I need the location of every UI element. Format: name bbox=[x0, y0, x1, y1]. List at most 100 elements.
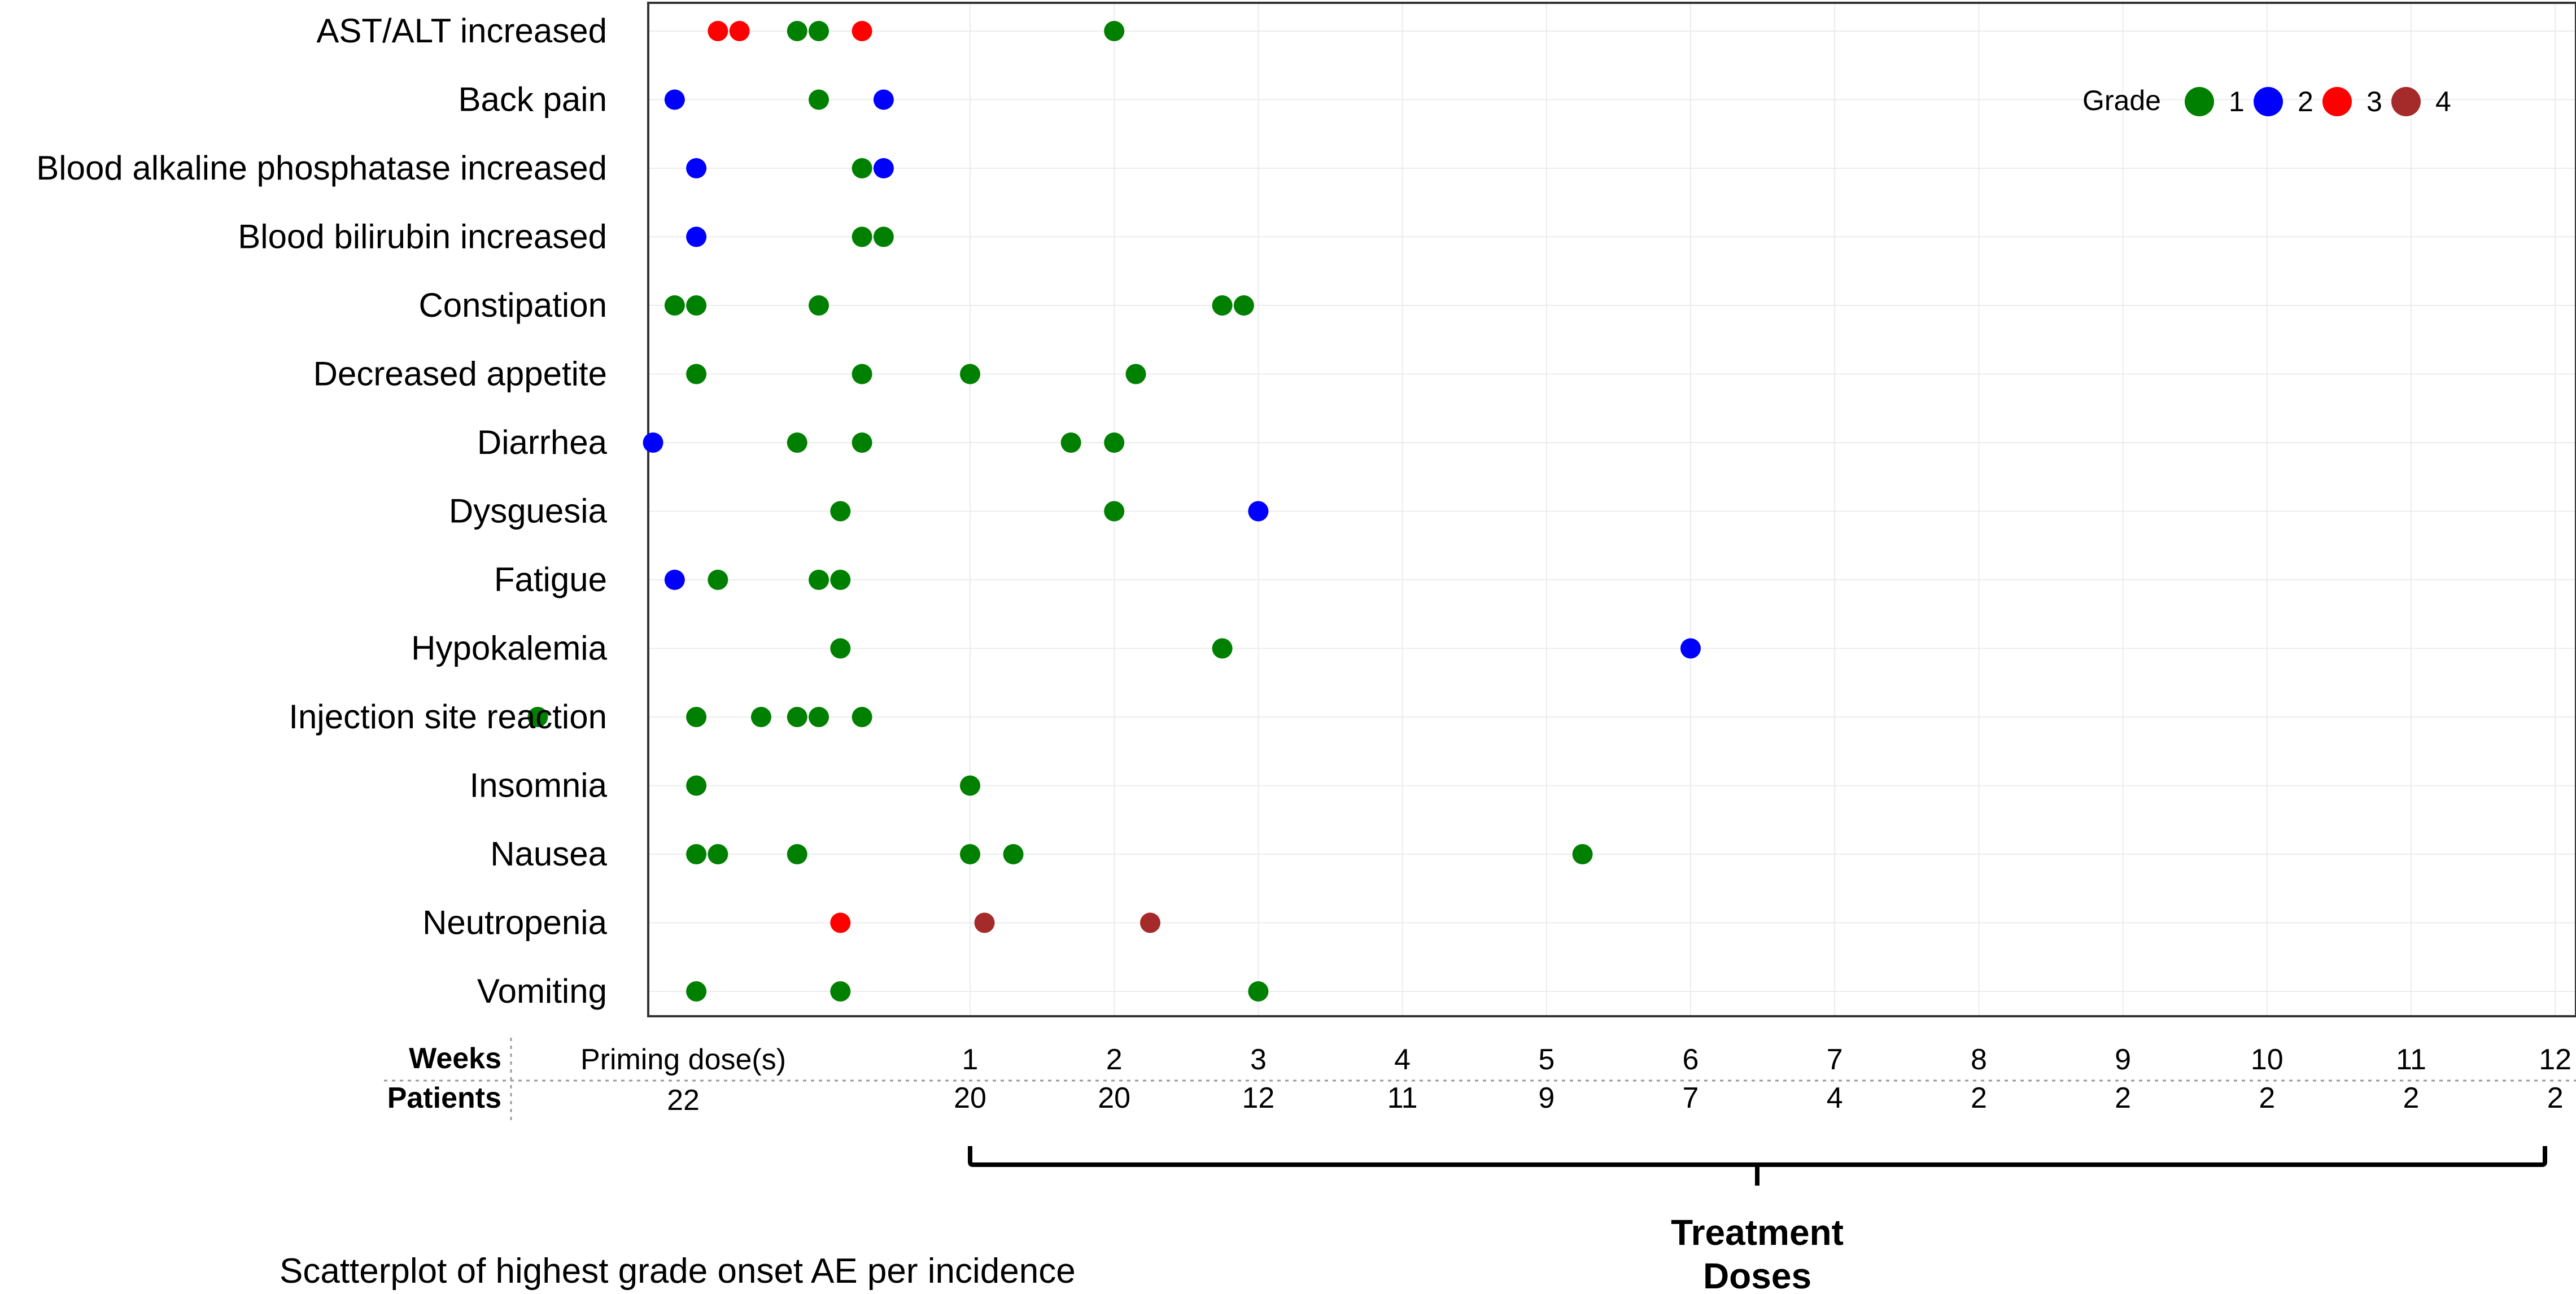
patient-count-label: 2 bbox=[2403, 1082, 2420, 1114]
legend-title: Grade bbox=[2082, 85, 2161, 116]
patient-count-label: 2 bbox=[2259, 1082, 2275, 1114]
data-point-grade-1 bbox=[527, 707, 548, 727]
y-axis-category-labels: AST/ALT increased Back pain Blood alkaline… bbox=[36, 12, 607, 1010]
legend: Grade 1 2 3 4 bbox=[2082, 85, 2451, 117]
data-point-grade-1 bbox=[852, 226, 872, 247]
data-point-grade-1 bbox=[787, 432, 807, 453]
patient-count-labels: 20 20 12 11 9 7 4 2 2 2 2 2 bbox=[954, 1082, 2564, 1114]
week-tick-label: 7 bbox=[1827, 1043, 1843, 1076]
legend-label-grade-1: 1 bbox=[2229, 86, 2245, 117]
data-point-grade-1 bbox=[873, 226, 894, 247]
data-point-grade-1 bbox=[830, 638, 851, 659]
data-point-grade-1 bbox=[852, 707, 872, 727]
y-tick-label: Dysguesia bbox=[449, 492, 608, 530]
week-tick-label: 3 bbox=[1250, 1043, 1267, 1076]
data-point-grade-1 bbox=[686, 295, 707, 316]
data-point-grade-2 bbox=[1680, 638, 1701, 659]
week-tick-label: 2 bbox=[1106, 1043, 1123, 1076]
legend-label-grade-3: 3 bbox=[2367, 86, 2382, 117]
y-tick-label: Vomiting bbox=[477, 972, 607, 1010]
chart-caption: Scatterplot of highest grade onset AE pe… bbox=[280, 1252, 1076, 1291]
patient-count-label: 12 bbox=[1242, 1082, 1274, 1114]
data-point-grade-1 bbox=[1060, 432, 1081, 453]
data-point-grade-3 bbox=[729, 21, 750, 41]
data-point-grade-1 bbox=[1248, 981, 1269, 1002]
week-tick-label: 5 bbox=[1538, 1043, 1555, 1076]
data-point-grade-1 bbox=[1572, 844, 1593, 864]
y-tick-label: Blood bilirubin increased bbox=[238, 218, 607, 256]
y-tick-label: Fatigue bbox=[494, 561, 607, 598]
legend-marker-grade-1 bbox=[2185, 87, 2214, 116]
data-point-grade-1 bbox=[664, 295, 685, 316]
data-point-grade-1 bbox=[1212, 638, 1233, 659]
data-point-grade-1 bbox=[708, 570, 728, 590]
week-tick-label: 10 bbox=[2251, 1043, 2284, 1076]
data-point-grade-2 bbox=[686, 226, 707, 247]
patient-count-label: 2 bbox=[2547, 1082, 2564, 1114]
weeks-row-label: Weeks bbox=[409, 1042, 501, 1075]
patient-count-label: 20 bbox=[954, 1082, 986, 1114]
data-point-grade-1 bbox=[750, 707, 771, 727]
patient-count-label: 2 bbox=[1971, 1082, 1987, 1114]
treatment-label-line2: Doses bbox=[1703, 1256, 1811, 1294]
treatment-label-line1: Treatment bbox=[1671, 1212, 1844, 1253]
data-point-grade-1 bbox=[787, 21, 807, 41]
data-point-grade-2 bbox=[873, 89, 894, 110]
data-point-grade-1 bbox=[1104, 21, 1125, 41]
data-point-grade-1 bbox=[1003, 844, 1024, 864]
gridlines bbox=[648, 3, 2576, 1016]
data-point-grade-1 bbox=[809, 570, 829, 590]
data-point-grade-2 bbox=[664, 89, 685, 110]
y-tick-label: Blood alkaline phosphatase increased bbox=[36, 149, 607, 187]
week-tick-label: 11 bbox=[2396, 1043, 2426, 1076]
legend-marker-grade-4 bbox=[2391, 87, 2421, 116]
legend-items: 1 2 3 4 bbox=[2185, 86, 2451, 117]
data-point-grade-1 bbox=[852, 432, 872, 453]
data-points bbox=[527, 21, 1701, 1002]
patient-count-label: 7 bbox=[1683, 1082, 1699, 1114]
legend-marker-grade-3 bbox=[2322, 87, 2352, 116]
data-point-grade-1 bbox=[686, 775, 707, 796]
data-point-grade-1 bbox=[809, 707, 829, 727]
patient-count-label: 20 bbox=[1098, 1082, 1130, 1114]
data-point-grade-1 bbox=[686, 707, 707, 727]
legend-label-grade-2: 2 bbox=[2298, 86, 2313, 117]
data-point-grade-1 bbox=[830, 501, 851, 522]
data-point-grade-1 bbox=[809, 89, 829, 110]
data-point-grade-1 bbox=[830, 570, 851, 590]
y-tick-label: Neutropenia bbox=[422, 904, 608, 942]
plot-area bbox=[647, 2, 2576, 1017]
data-point-grade-1 bbox=[830, 981, 851, 1002]
week-tick-label: 12 bbox=[2539, 1043, 2571, 1076]
data-point-grade-2 bbox=[643, 432, 663, 453]
y-tick-label: Nausea bbox=[490, 835, 607, 873]
y-tick-label: Insomnia bbox=[470, 767, 608, 805]
data-point-grade-1 bbox=[708, 844, 728, 864]
data-point-grade-1 bbox=[960, 775, 980, 796]
week-tick-label: 4 bbox=[1394, 1043, 1411, 1076]
data-point-grade-2 bbox=[1248, 501, 1269, 522]
week-tick-label: 9 bbox=[2115, 1043, 2131, 1076]
data-point-grade-1 bbox=[686, 981, 707, 1002]
data-point-grade-1 bbox=[787, 844, 807, 864]
data-point-grade-1 bbox=[1212, 295, 1233, 316]
patient-count-label: 9 bbox=[1538, 1082, 1555, 1114]
y-tick-label: Back pain bbox=[459, 81, 608, 119]
legend-marker-grade-2 bbox=[2254, 87, 2283, 116]
data-point-grade-1 bbox=[852, 158, 872, 178]
y-tick-label: AST/ALT increased bbox=[316, 12, 607, 50]
week-tick-labels: 1 2 3 4 5 6 7 8 9 10 11 12 bbox=[962, 1043, 2572, 1076]
data-point-grade-4 bbox=[974, 912, 995, 933]
y-tick-label: Decreased appetite bbox=[313, 355, 607, 393]
data-point-grade-1 bbox=[809, 295, 829, 316]
data-point-grade-3 bbox=[852, 21, 872, 41]
y-tick-label: Constipation bbox=[418, 286, 607, 324]
week-tick-label: 6 bbox=[1683, 1043, 1699, 1076]
data-point-grade-1 bbox=[960, 364, 980, 384]
legend-label-grade-4: 4 bbox=[2435, 86, 2451, 117]
patient-count-label: 4 bbox=[1827, 1082, 1843, 1114]
data-point-grade-2 bbox=[686, 158, 707, 178]
data-point-grade-1 bbox=[852, 364, 872, 384]
